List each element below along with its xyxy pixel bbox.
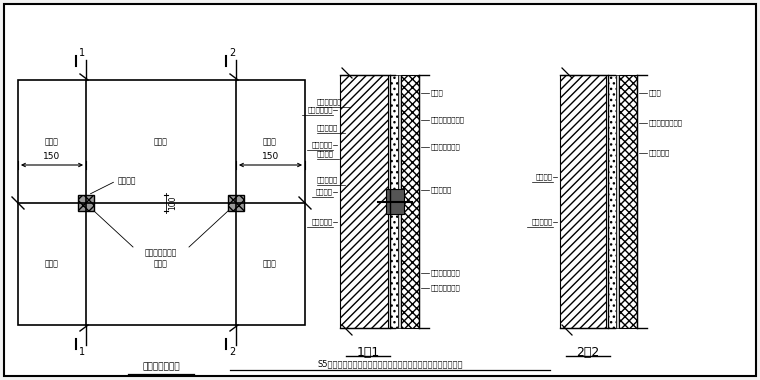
Text: 墙体抹灰层: 墙体抹灰层: [317, 125, 338, 131]
Text: 采用云石胶固定: 采用云石胶固定: [431, 285, 461, 291]
Bar: [390, 75, 398, 328]
Text: 玻化砖: 玻化砖: [263, 260, 277, 269]
Text: 不锈钢挂件: 不锈钢挂件: [312, 219, 333, 225]
Text: 射钉固定: 射钉固定: [118, 176, 137, 185]
Text: 1: 1: [79, 347, 85, 357]
Text: 玻化砖: 玻化砖: [45, 260, 59, 269]
Text: 玻化砖: 玻化砖: [154, 138, 168, 147]
Text: 不锈钢隐蔽挂件: 不锈钢隐蔽挂件: [145, 249, 177, 258]
Bar: [228, 195, 244, 211]
Text: 玻化砖: 玻化砖: [431, 90, 444, 96]
Bar: [608, 75, 616, 328]
Text: 玻化砖重力粘结剂: 玻化砖重力粘结剂: [431, 117, 465, 123]
Text: 墙体抹灰层: 墙体抹灰层: [532, 219, 553, 225]
Text: 1－1: 1－1: [356, 346, 380, 359]
Text: 玻化砖: 玻化砖: [649, 90, 662, 96]
Bar: [619, 75, 637, 328]
Text: 射钉固定: 射钉固定: [317, 151, 334, 157]
Text: 结构墙体基层: 结构墙体基层: [308, 107, 333, 113]
Text: 2: 2: [229, 48, 235, 58]
Bar: [340, 75, 388, 328]
Text: 玻化砖: 玻化砖: [154, 260, 168, 269]
Bar: [398, 75, 401, 328]
Text: 射钉固定: 射钉固定: [316, 189, 333, 195]
Text: 100: 100: [168, 196, 177, 210]
Text: 填缝剂嵌缝: 填缝剂嵌缝: [649, 150, 670, 156]
Text: 结构墙体基层: 结构墙体基层: [317, 99, 343, 105]
Text: 2－2: 2－2: [576, 346, 600, 359]
Text: 墙砖立面示意图: 墙砖立面示意图: [142, 363, 180, 372]
Bar: [386, 189, 404, 214]
Bar: [560, 75, 606, 328]
Text: 玻化砖: 玻化砖: [263, 138, 277, 147]
Text: 云石胶快速固定: 云石胶快速固定: [431, 144, 461, 150]
Bar: [78, 195, 94, 211]
Text: 不锈钢挂件: 不锈钢挂件: [317, 177, 338, 183]
Text: 2: 2: [229, 347, 235, 357]
Text: 150: 150: [43, 152, 61, 161]
Text: 墙体基层: 墙体基层: [536, 174, 553, 180]
Text: 1: 1: [79, 48, 85, 58]
Bar: [401, 75, 419, 328]
Text: 玻化砖强力粘结剂: 玻化砖强力粘结剂: [649, 120, 683, 126]
Text: S5工程精装修大堂墙面湿贴工艺玻化砖湿贴局部加强做法示意图: S5工程精装修大堂墙面湿贴工艺玻化砖湿贴局部加强做法示意图: [317, 359, 463, 369]
Text: 150: 150: [262, 152, 279, 161]
Bar: [18, 80, 305, 325]
Text: 填缝剂嵌缝: 填缝剂嵌缝: [431, 187, 452, 193]
Text: 玻化砖: 玻化砖: [45, 138, 59, 147]
Text: 玻化砖背面开槽: 玻化砖背面开槽: [431, 270, 461, 276]
Text: 墙体抹灰层: 墙体抹灰层: [312, 142, 333, 148]
Bar: [616, 75, 619, 328]
